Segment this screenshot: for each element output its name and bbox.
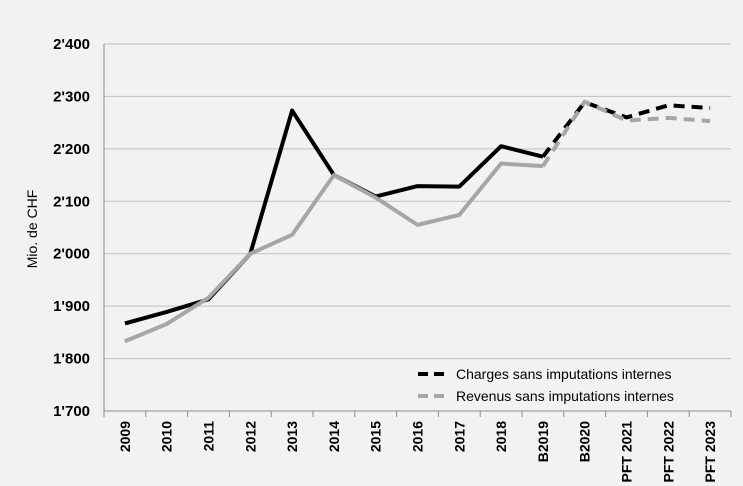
x-tick-label: 2015 bbox=[368, 421, 384, 452]
x-tick-label: 2011 bbox=[201, 421, 217, 452]
x-tick-label: B2019 bbox=[535, 421, 551, 462]
y-axis-title: Mio. de CHF bbox=[24, 190, 40, 269]
y-tick-label: 1'700 bbox=[53, 403, 90, 420]
x-tick-label: PFT 2022 bbox=[660, 421, 676, 483]
y-tick-label: 2'200 bbox=[53, 141, 90, 158]
x-tick-label: PFT 2021 bbox=[619, 421, 635, 483]
x-tick-label: 2018 bbox=[493, 421, 509, 452]
x-tick-label: 2009 bbox=[117, 421, 133, 452]
series-lines bbox=[124, 99, 711, 344]
x-tick-label: PFT 2023 bbox=[702, 421, 718, 483]
gridlines bbox=[104, 43, 731, 360]
x-tick-label: 2010 bbox=[159, 421, 175, 452]
y-tick-label: 2'100 bbox=[53, 193, 90, 210]
x-tick-label: 2013 bbox=[284, 421, 300, 452]
x-axis-ticks: 2009 2010 2011 2012 2013 2014 2015 2016 2017 2018… bbox=[117, 421, 718, 483]
legend: Charges sans imputations internes Revenus… bbox=[418, 366, 674, 404]
y-tick-label: 1'800 bbox=[53, 351, 90, 368]
y-tick-label: 2'300 bbox=[53, 88, 90, 105]
x-tick-label: B2020 bbox=[577, 421, 593, 462]
y-tick-label: 1'900 bbox=[53, 298, 90, 315]
x-tick-label: 2012 bbox=[242, 421, 258, 452]
y-tick-label: 2'400 bbox=[53, 36, 90, 53]
legend-label-0: Charges sans imputations internes bbox=[456, 366, 672, 382]
x-tick-label: 2014 bbox=[326, 421, 342, 452]
x-tick-label: 2016 bbox=[410, 421, 426, 452]
y-axis-ticks: 1'700 1'800 1'900 2'000 2'100 2'200 2'300 2'400 bbox=[53, 36, 90, 420]
y-tick-label: 2'000 bbox=[53, 246, 90, 263]
x-tick-label: 2017 bbox=[451, 421, 467, 452]
legend-label-1: Revenus sans imputations internes bbox=[456, 388, 674, 404]
axes bbox=[103, 44, 732, 417]
